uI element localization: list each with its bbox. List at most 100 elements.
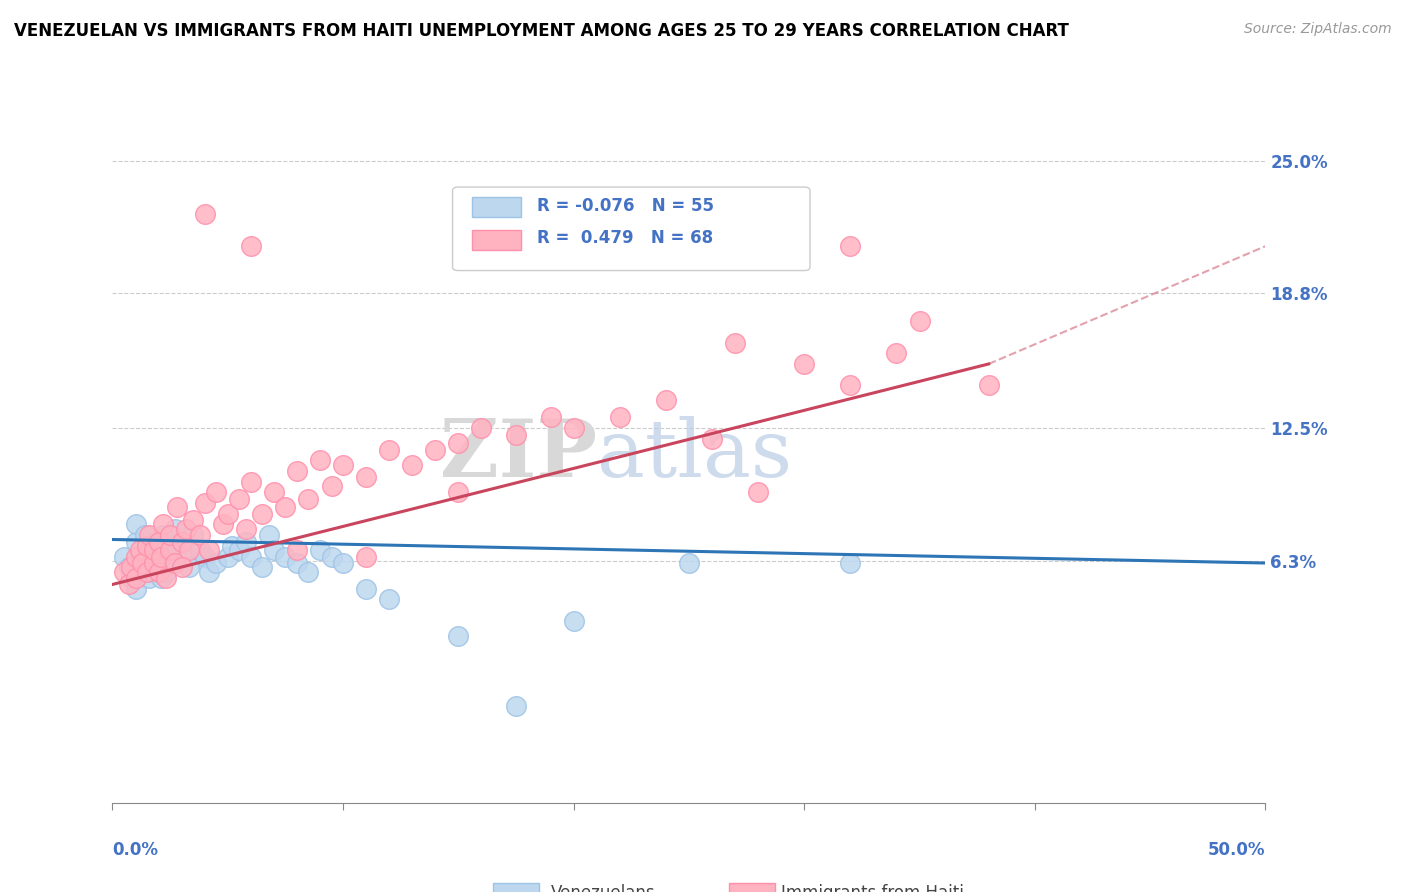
Point [152, 528, 174, 542]
Point [131, 556, 153, 570]
Point [205, 485, 228, 500]
Point [793, 357, 815, 371]
Point [562, 614, 585, 628]
Point [562, 421, 585, 435]
Point [120, 571, 142, 585]
Point [131, 565, 153, 579]
Point [285, 556, 308, 570]
Point [239, 549, 262, 564]
Point [170, 534, 193, 549]
Point [181, 513, 204, 527]
Point [143, 565, 166, 579]
Point [321, 549, 343, 564]
Point [263, 485, 285, 500]
Point [609, 410, 631, 425]
Point [117, 577, 139, 591]
Point [724, 335, 747, 350]
Point [159, 543, 181, 558]
Point [143, 543, 166, 558]
Point [148, 543, 170, 558]
Point [505, 427, 527, 442]
Point [141, 539, 163, 553]
Point [166, 500, 188, 515]
Point [155, 565, 177, 579]
Point [228, 543, 250, 558]
Point [120, 560, 142, 574]
Point [159, 556, 181, 570]
Point [309, 453, 332, 467]
Text: atlas: atlas [596, 416, 792, 494]
Point [136, 556, 159, 570]
Point [155, 571, 177, 585]
Text: VENEZUELAN VS IMMIGRANTS FROM HAITI UNEMPLOYMENT AMONG AGES 25 TO 29 YEARS CORRE: VENEZUELAN VS IMMIGRANTS FROM HAITI UNEM… [14, 22, 1069, 40]
Text: 0.0%: 0.0% [112, 841, 159, 859]
Point [177, 543, 200, 558]
Point [163, 522, 186, 536]
Point [309, 543, 332, 558]
Bar [494, 883, 538, 892]
Bar [730, 883, 776, 892]
Point [908, 314, 931, 328]
Point [447, 485, 470, 500]
Point [839, 239, 862, 253]
Point [205, 556, 228, 570]
Point [886, 346, 908, 360]
Point [321, 479, 343, 493]
Point [136, 539, 159, 553]
Point [285, 464, 308, 478]
Point [188, 543, 211, 558]
Point [129, 543, 152, 558]
Point [332, 458, 354, 472]
Point [297, 491, 319, 506]
Point [194, 496, 217, 510]
Point [143, 549, 166, 564]
Point [194, 207, 217, 221]
Point [149, 549, 172, 564]
Point [188, 528, 211, 542]
Point [470, 421, 492, 435]
Text: ZIP: ZIP [440, 416, 596, 494]
Point [274, 549, 297, 564]
Point [198, 543, 221, 558]
Point [401, 458, 423, 472]
Point [354, 582, 377, 596]
Point [212, 517, 235, 532]
Point [252, 560, 274, 574]
Point [124, 517, 146, 532]
Point [332, 556, 354, 570]
Point [117, 560, 139, 574]
Point [149, 571, 172, 585]
Point [274, 500, 297, 515]
Point [159, 539, 181, 553]
Point [239, 239, 262, 253]
Point [181, 528, 204, 542]
Point [252, 507, 274, 521]
Point [198, 565, 221, 579]
Point [134, 528, 156, 542]
Point [112, 549, 135, 564]
Text: R =  0.479   N = 68: R = 0.479 N = 68 [537, 229, 713, 247]
Point [148, 565, 170, 579]
Point [138, 528, 160, 542]
Point [174, 549, 197, 564]
Point [354, 549, 377, 564]
Point [747, 485, 769, 500]
Point [148, 560, 170, 574]
Point [263, 543, 285, 558]
Point [194, 549, 217, 564]
Point [540, 410, 562, 425]
Point [235, 534, 257, 549]
Point [378, 442, 401, 457]
Point [285, 543, 308, 558]
Point [221, 539, 243, 553]
Point [136, 565, 159, 579]
Point [678, 556, 700, 570]
Point [217, 507, 239, 521]
Point [239, 475, 262, 489]
Point [166, 543, 188, 558]
Bar [472, 197, 520, 217]
Point [354, 470, 377, 484]
Point [839, 378, 862, 392]
Point [170, 560, 193, 574]
Point [297, 565, 319, 579]
